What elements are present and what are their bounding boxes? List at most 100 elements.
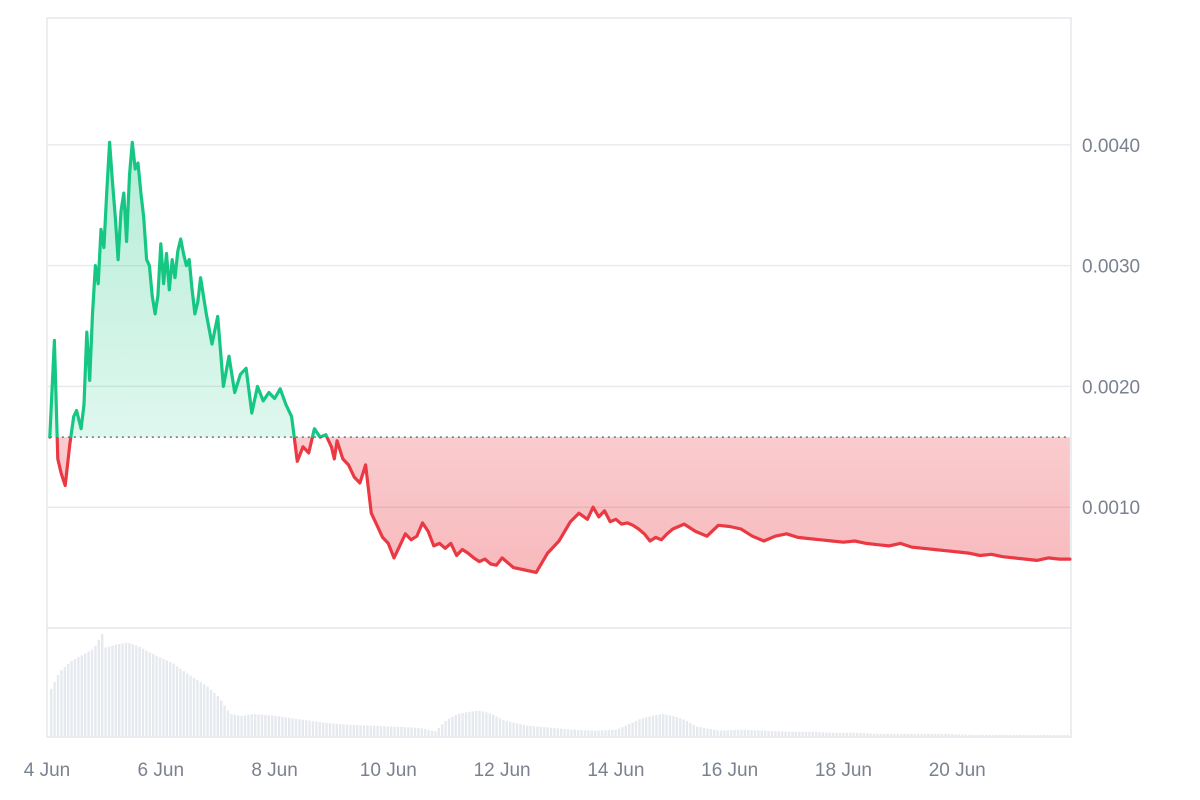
volume-bar xyxy=(730,730,733,737)
volume-bar xyxy=(566,729,570,737)
x-tick-label: 18 Jun xyxy=(815,760,872,781)
volume-bar xyxy=(1056,734,1059,737)
volume-bar xyxy=(145,650,148,737)
volume-bar xyxy=(430,730,434,737)
volume-bar xyxy=(1025,734,1029,737)
volume-bar xyxy=(396,726,400,737)
volume-bar xyxy=(801,731,804,737)
volume-bar xyxy=(458,713,461,737)
volume-bar xyxy=(821,732,825,737)
volume-bar xyxy=(50,688,53,737)
volume-bar xyxy=(563,728,566,737)
volume-bar xyxy=(464,712,468,737)
volume-bar xyxy=(964,734,967,737)
volume-bar xyxy=(651,715,655,737)
volume-bar xyxy=(444,721,447,737)
volume-bar xyxy=(342,724,345,737)
volume-bar xyxy=(760,730,763,737)
volume-bar xyxy=(390,726,393,737)
volume-bar xyxy=(379,726,383,737)
volume-bar xyxy=(923,733,927,737)
volume-bar xyxy=(917,733,920,737)
volume-bar xyxy=(553,728,556,737)
volume-bar xyxy=(641,718,644,737)
volume-bar xyxy=(417,728,420,737)
volume-bar xyxy=(570,729,573,737)
volume-bar xyxy=(791,731,794,737)
volume-bar xyxy=(53,681,56,737)
volume-bar xyxy=(889,733,893,737)
volume-bar xyxy=(328,723,332,737)
volume-bar xyxy=(162,658,165,737)
volume-bar xyxy=(223,705,226,737)
volume-bar xyxy=(155,655,158,737)
volume-bar xyxy=(192,677,196,737)
volume-bar xyxy=(318,722,321,737)
volume-bar xyxy=(478,710,481,737)
volume-bar xyxy=(532,726,536,737)
x-axis-ticks: 4 Jun 6 Jun 8 Jun 10 Jun 12 Jun 14 Jun 16 Jun 1… xyxy=(24,760,986,781)
price-line-above-baseline xyxy=(48,140,329,438)
volume-bar xyxy=(855,732,859,737)
volume-bar xyxy=(998,734,1001,737)
volume-bar xyxy=(138,646,141,737)
volume-bar xyxy=(753,730,757,737)
volume-bar xyxy=(509,721,512,737)
volume-bar xyxy=(345,724,349,737)
volume-bar xyxy=(828,732,831,737)
volume-bar xyxy=(869,733,872,737)
volume-bar xyxy=(702,727,706,737)
volume-bar xyxy=(94,645,97,737)
volume-bar xyxy=(70,660,73,737)
volume-bar xyxy=(213,692,216,737)
x-tick-label: 4 Jun xyxy=(24,760,70,781)
volume-bar xyxy=(495,716,498,737)
volume-bar xyxy=(128,642,131,737)
volume-bar xyxy=(165,660,168,737)
volume-bar xyxy=(311,721,315,737)
volume-bar xyxy=(1019,734,1022,737)
volume-bar xyxy=(175,666,179,737)
volume-bar xyxy=(488,713,491,737)
volume-bar xyxy=(148,652,151,737)
volume-bar xyxy=(243,715,247,737)
volume-bar xyxy=(461,712,464,737)
volume-bar xyxy=(634,720,638,737)
volume-bar xyxy=(985,734,988,737)
volume-bar xyxy=(961,734,964,737)
volume-bar xyxy=(247,714,250,737)
volume-bar xyxy=(182,671,185,737)
volume-bar xyxy=(675,717,678,737)
volume-bar xyxy=(968,734,971,737)
y-tick-label: 0.0030 xyxy=(1082,257,1140,278)
volume-bar xyxy=(403,727,406,737)
volume-bar xyxy=(631,722,634,737)
volume-bar xyxy=(866,733,869,737)
volume-bar xyxy=(872,733,876,737)
volume-bar xyxy=(97,639,100,737)
volume-bar xyxy=(376,725,379,737)
volume-bar xyxy=(733,729,736,737)
volume-bar xyxy=(719,730,723,737)
volume-bar xyxy=(736,729,740,737)
price-line-below-baseline xyxy=(48,437,1072,574)
volume-bar xyxy=(913,733,916,737)
volume-bar xyxy=(1005,734,1008,737)
volume-bar xyxy=(645,717,648,737)
volume-bar xyxy=(988,734,991,737)
x-tick-label: 8 Jun xyxy=(251,760,297,781)
volume-bar xyxy=(73,659,77,737)
volume-bar xyxy=(590,730,593,737)
volume-bar xyxy=(131,644,134,737)
volume-bar xyxy=(842,732,845,737)
y-axis-ticks: 0.0010 0.0020 0.0030 0.0040 xyxy=(1082,136,1140,519)
volume-bar xyxy=(80,655,83,737)
volume-bar xyxy=(573,729,576,737)
volume-bar xyxy=(883,733,886,737)
volume-bar xyxy=(475,711,478,737)
volume-bar xyxy=(237,715,240,737)
volume-bar xyxy=(1059,734,1063,737)
volume-bar xyxy=(811,731,814,737)
volume-bar xyxy=(529,725,532,737)
volume-bar xyxy=(492,714,495,737)
